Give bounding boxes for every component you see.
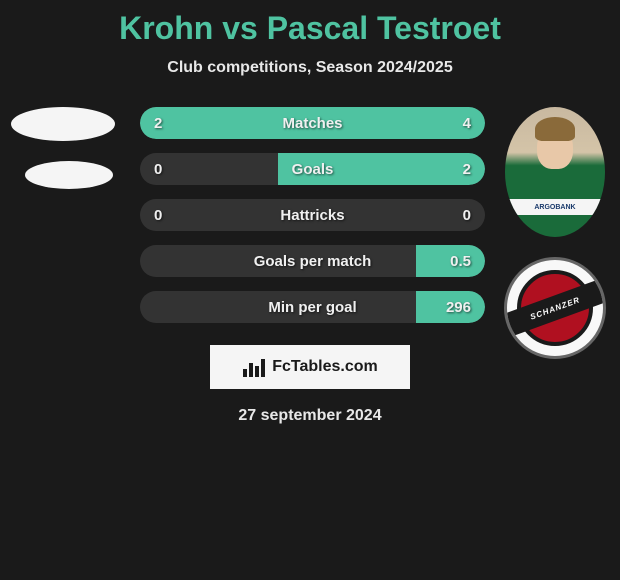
stat-row: Matches2 4: [140, 107, 485, 139]
page-title: Krohn vs Pascal Testroet: [119, 10, 501, 47]
brand-text: FcTables.com: [272, 358, 378, 376]
stat-label: Hattricks: [140, 199, 485, 231]
date-text: 27 september 2024: [238, 407, 381, 425]
stat-value-right: 2: [463, 153, 471, 185]
stat-row: Hattricks0 0: [140, 199, 485, 231]
player-right-column: ARGOBANK SCHANZER: [500, 107, 610, 359]
player-right-club-badge: SCHANZER: [504, 257, 606, 359]
stat-label: Goals: [140, 153, 485, 185]
stat-row: Goals per match0.5: [140, 245, 485, 277]
comparison-card: Krohn vs Pascal Testroet Club competitio…: [0, 0, 620, 580]
stat-value-left: 2: [154, 107, 162, 139]
stat-row: Goals0 2: [140, 153, 485, 185]
brand-watermark[interactable]: FcTables.com: [210, 345, 410, 389]
player-left-column: [8, 107, 118, 189]
stat-value-right: 0: [463, 199, 471, 231]
stat-value-right: 4: [463, 107, 471, 139]
stat-value-left: 0: [154, 153, 162, 185]
stat-label: Min per goal: [140, 291, 485, 323]
brand-bars-icon: [242, 357, 266, 377]
page-subtitle: Club competitions, Season 2024/2025: [167, 59, 452, 77]
stat-value-left: 0: [154, 199, 162, 231]
player-left-club-placeholder: [25, 161, 113, 189]
stat-value-right: 296: [446, 291, 471, 323]
stat-value-right: 0.5: [450, 245, 471, 277]
player-right-sponsor: ARGOBANK: [505, 199, 605, 215]
player-left-photo-placeholder: [11, 107, 115, 141]
stat-row: Min per goal296: [140, 291, 485, 323]
stats-area: ARGOBANK SCHANZER Matches24Goals02Hattri…: [0, 107, 620, 323]
stat-label: Matches: [140, 107, 485, 139]
stat-label: Goals per match: [140, 245, 485, 277]
player-right-photo: ARGOBANK: [505, 107, 605, 237]
stat-rows: Matches24Goals02Hattricks00Goals per mat…: [140, 107, 485, 323]
